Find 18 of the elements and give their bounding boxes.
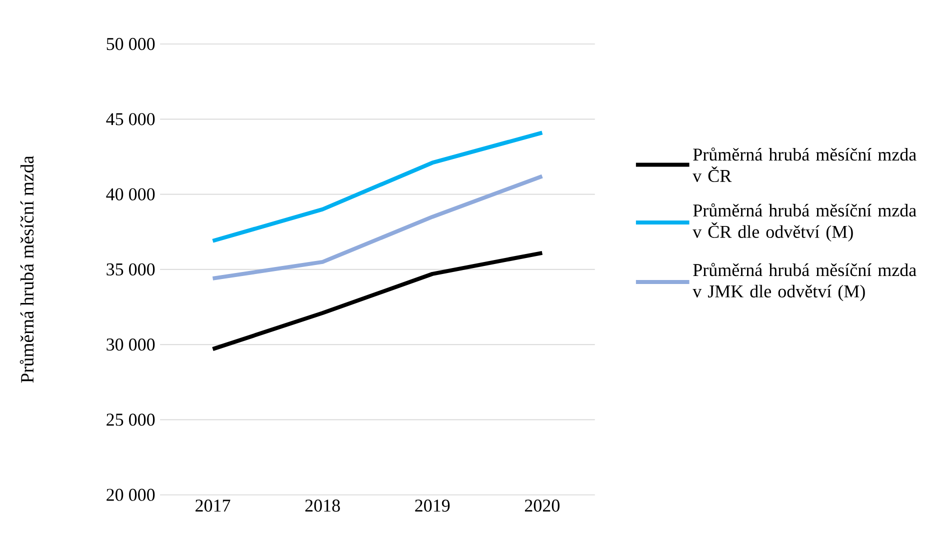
y-tick-label: 50 000 [106,38,155,50]
y-tick-label: 35 000 [106,264,155,276]
y-tick-label: 20 000 [106,489,155,502]
y-tick-label: 25 000 [106,414,155,426]
y-axis-title: Průměrná hrubá měsíční mzda [20,156,34,383]
line-series [210,174,544,281]
x-tick-label: 2019 [415,500,450,512]
x-tick-label: 2017 [196,500,230,512]
y-tick-label: 45 000 [106,113,155,126]
y-tick-label: 30 000 [106,338,155,351]
line-series [210,130,544,244]
legend-label: Průměrná hrubá měsíční mzda v JMK dle odvětví (M) [692,263,916,302]
x-tick-label: 2020 [524,500,560,512]
x-tick-label: 2018 [305,500,340,512]
line-series [210,251,544,352]
legend-label: Průměrná hrubá měsíční mzda v ČR dle odvětví (M) [692,204,916,242]
legend-label: Průměrná hrubá měsíční mzda v ČR [692,148,916,182]
y-tick-label: 40 000 [106,188,155,201]
